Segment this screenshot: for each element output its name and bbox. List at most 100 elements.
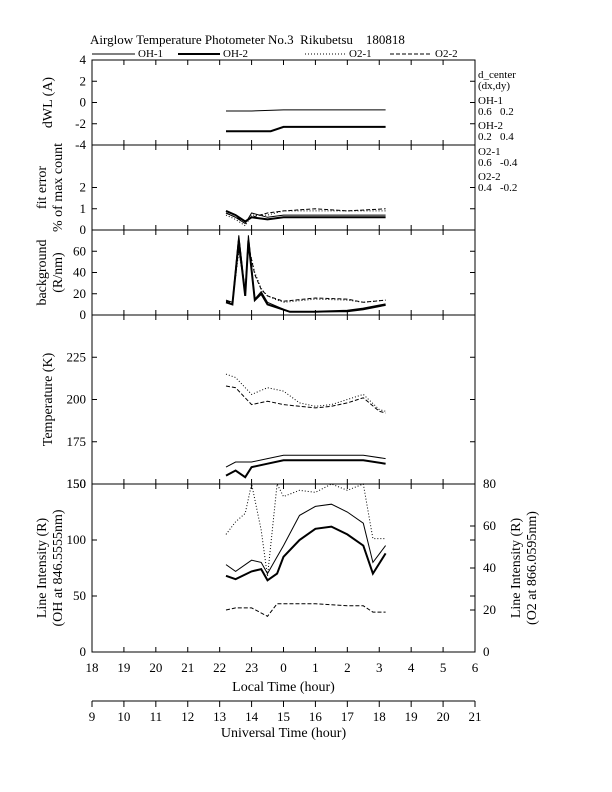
ytick-label: 20 <box>73 286 86 301</box>
panel-3-frame <box>91 229 476 316</box>
ytick-label: 175 <box>67 434 87 449</box>
y2tick-label: 0 <box>483 644 490 659</box>
universal-time-tick-label: 11 <box>150 709 163 724</box>
universal-time-tick-label: 19 <box>405 709 418 724</box>
ytick-label: 100 <box>67 532 87 547</box>
ytick-label: 40 <box>73 265 86 280</box>
ytick-label: 50 <box>73 588 86 603</box>
panel-1: 4 2 0 -2 -4 dWL (A) <box>41 52 476 152</box>
series-oh1-line <box>225 454 386 468</box>
y-axis-title: Temperature (K) <box>41 352 56 446</box>
universal-time-tick-label: 12 <box>181 709 194 724</box>
y2tick-label: 60 <box>483 518 496 533</box>
series-o22-line <box>225 603 386 617</box>
universal-time-tick-label: 20 <box>437 709 450 724</box>
series-oh2-line <box>225 459 386 479</box>
ytick-label: 1 <box>80 201 87 216</box>
ytick-label: 225 <box>67 349 87 364</box>
ytick-label: 60 <box>73 243 86 258</box>
y-axis-title: background <box>35 239 50 305</box>
note-o21-val: 0.6 -0.4 <box>478 157 518 169</box>
local-time-tick-label: 5 <box>440 660 447 675</box>
chart-title: Airglow Temperature Photometer No.3 Riku… <box>90 32 405 47</box>
y-axis-title: % of max count <box>51 143 66 232</box>
series-o21-line <box>225 482 386 577</box>
legend-label-oh2: OH-2 <box>223 48 248 60</box>
ytick-label: -4 <box>75 137 86 152</box>
ytick-label: 4 <box>80 52 87 67</box>
series-o22-line <box>225 208 386 223</box>
local-time-tick-label: 4 <box>408 660 415 675</box>
local-time-tick-label: 22 <box>213 660 226 675</box>
local-time-tick-label: 0 <box>280 660 287 675</box>
local-time-tick-label: 21 <box>181 660 194 675</box>
y-axis-title: dWL (A) <box>41 77 56 129</box>
series-o22-line <box>225 385 386 414</box>
note-o21-name: O2-1 <box>478 146 501 158</box>
universal-time-tick-label: 10 <box>117 709 130 724</box>
series-o22-line <box>225 244 386 303</box>
note-oh2-name: OH-2 <box>478 120 503 132</box>
universal-time-tick-label: 21 <box>469 709 482 724</box>
panel-1-frame <box>91 59 476 146</box>
ytick-label: 2 <box>80 73 87 88</box>
series-oh1-line <box>225 503 386 575</box>
series-oh1-line <box>226 109 386 112</box>
series-o21-line <box>225 373 386 412</box>
series-oh2-line <box>225 209 386 223</box>
ytick-label: 0 <box>80 644 87 659</box>
ytick-label: -2 <box>75 116 86 131</box>
ytick-label: 200 <box>67 392 87 407</box>
universal-time-tick-label: 18 <box>373 709 386 724</box>
series-o21-line <box>225 210 386 227</box>
y2tick-label: 40 <box>483 560 496 575</box>
series-oh2-line <box>225 525 387 582</box>
panel-4: 225 200 175 150 Temperature (K) <box>41 314 476 491</box>
local-time-tick-label: 18 <box>86 660 99 675</box>
local-time-axis-title: Local Time (hour) <box>232 680 335 695</box>
y2-axis-title: Line Intensity (R) <box>509 518 524 619</box>
note-o22-name: O2-2 <box>478 171 501 183</box>
universal-time-axis-title: Universal Time (hour) <box>221 726 347 741</box>
ytick-label: 0 <box>80 222 87 237</box>
note-d-center: d_center <box>478 69 516 81</box>
local-time-tick-label: 6 <box>472 660 479 675</box>
local-time-tick-label: 23 <box>245 660 258 675</box>
universal-time-tick-label: 14 <box>245 709 259 724</box>
legend-label-o22: O2-2 <box>435 48 458 60</box>
y-axis-title: (OH at 846.5555nm) <box>51 509 66 626</box>
ytick-label: 0 <box>80 95 87 110</box>
y-axis-title: Line Intensity (R) <box>35 518 50 619</box>
y2-axis-title: (O2 at 866.0595nm) <box>525 511 540 625</box>
local-time-tick-label: 19 <box>117 660 130 675</box>
universal-time-tick-label: 9 <box>89 709 96 724</box>
local-time-tick-label: 1 <box>312 660 319 675</box>
note-o22-val: 0.4 -0.2 <box>478 182 517 194</box>
ytick-label: 2 <box>80 180 87 195</box>
side-notes: d_center (dx,dy) OH-1 0.6 0.2 OH-2 0.2 0… <box>478 69 518 194</box>
local-time-tick-label: 3 <box>376 660 383 675</box>
note-oh1-val: 0.6 0.2 <box>478 106 514 118</box>
note-oh2-val: 0.2 0.4 <box>478 131 514 143</box>
panel-3: 60 40 20 0 background (R/nm) <box>35 229 476 322</box>
y2tick-label: 80 <box>483 476 496 491</box>
note-oh1-name: OH-1 <box>478 95 503 107</box>
series-oh2-line <box>225 240 386 313</box>
panel-2: 2 1 0 fit error% of max count <box>35 143 476 237</box>
y-axis-title: fit error <box>35 166 50 209</box>
series-oh2-line <box>226 125 386 133</box>
legend-label-o21: O2-1 <box>349 48 372 60</box>
panel-5-frame <box>91 483 476 653</box>
y2tick-label: 20 <box>483 602 496 617</box>
panel-4-frame <box>91 314 476 485</box>
ytick-label: 150 <box>67 476 87 491</box>
universal-time-tick-label: 16 <box>309 709 323 724</box>
local-time-tick-label: 2 <box>344 660 351 675</box>
ytick-label: 0 <box>80 307 87 322</box>
series-oh1-line <box>225 212 386 225</box>
y-axis-title: (R/nm) <box>51 252 66 293</box>
